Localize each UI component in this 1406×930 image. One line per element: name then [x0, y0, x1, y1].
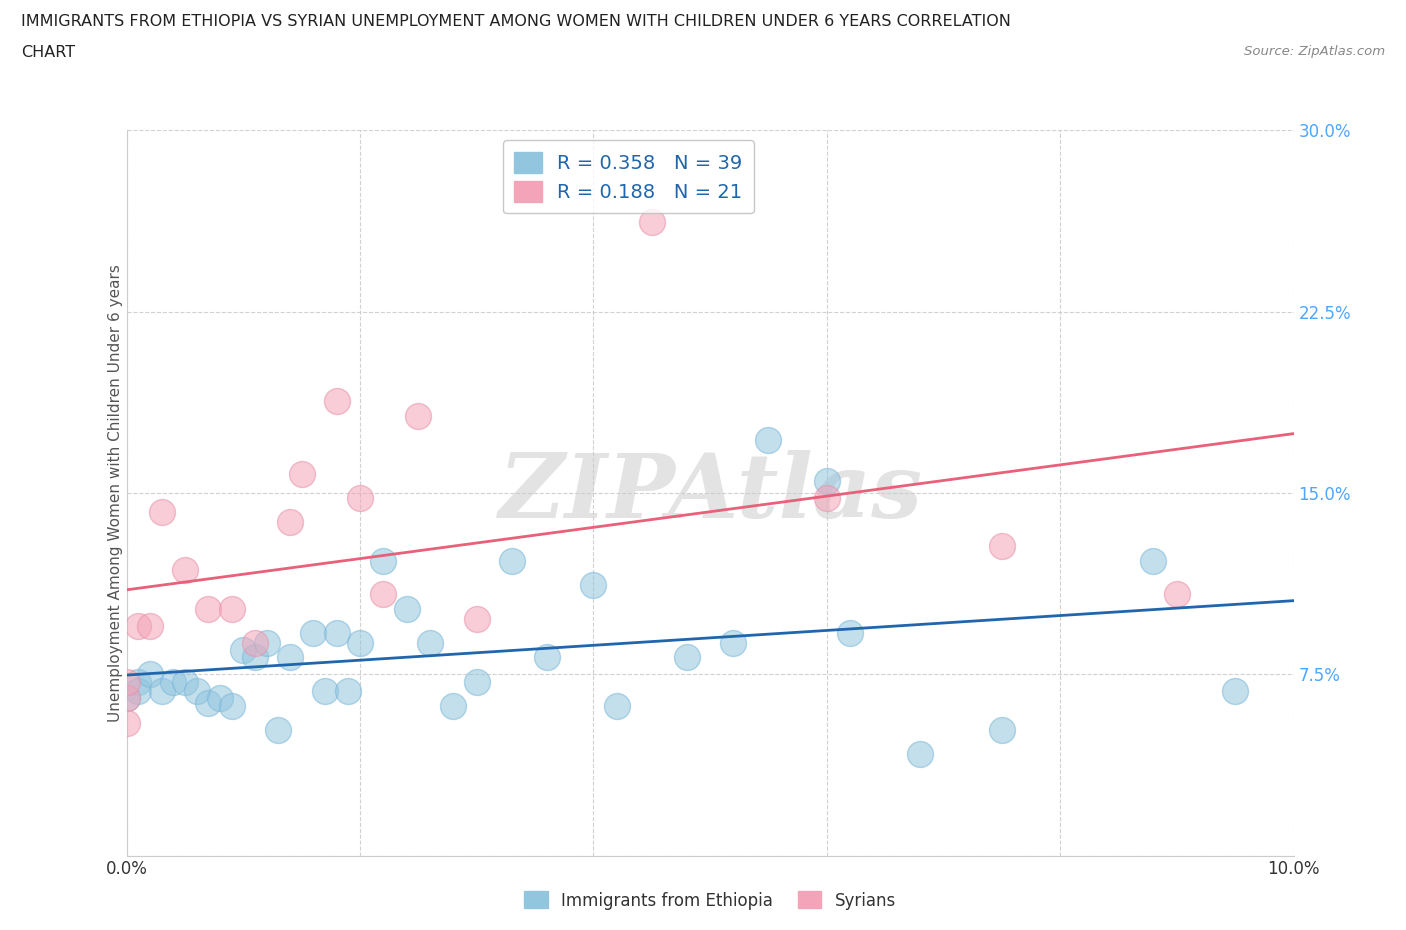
Text: CHART: CHART: [21, 45, 75, 60]
Point: [186, 684, 208, 698]
Point: [419, 635, 441, 650]
Point: [174, 674, 197, 689]
Point: [325, 393, 347, 408]
Point: [441, 698, 464, 713]
Text: ZIPAtlas: ZIPAtlas: [499, 449, 921, 537]
Point: [465, 611, 488, 626]
Point: [208, 691, 231, 706]
Point: [243, 635, 266, 650]
Point: [465, 674, 488, 689]
Point: [501, 553, 523, 568]
Point: [373, 553, 395, 568]
Point: [314, 684, 336, 698]
Point: [127, 684, 149, 698]
Point: [278, 514, 301, 529]
Point: [815, 473, 838, 488]
Point: [723, 635, 745, 650]
Point: [127, 674, 149, 689]
Point: [115, 691, 138, 706]
Point: [908, 747, 931, 762]
Point: [243, 650, 266, 665]
Point: [839, 626, 862, 641]
Point: [127, 618, 149, 633]
Point: [278, 650, 301, 665]
Point: [1142, 553, 1164, 568]
Point: [115, 715, 138, 730]
Text: Source: ZipAtlas.com: Source: ZipAtlas.com: [1244, 45, 1385, 58]
Point: [221, 698, 243, 713]
Text: IMMIGRANTS FROM ETHIOPIA VS SYRIAN UNEMPLOYMENT AMONG WOMEN WITH CHILDREN UNDER : IMMIGRANTS FROM ETHIOPIA VS SYRIAN UNEMP…: [21, 14, 1011, 29]
Point: [139, 667, 162, 682]
Point: [349, 490, 371, 505]
Point: [150, 684, 173, 698]
Point: [115, 691, 138, 706]
Point: [815, 490, 838, 505]
Point: [582, 578, 605, 592]
Point: [221, 602, 243, 617]
Point: [325, 626, 347, 641]
Point: [1166, 587, 1188, 602]
Legend: Immigrants from Ethiopia, Syrians: Immigrants from Ethiopia, Syrians: [517, 884, 903, 916]
Point: [675, 650, 697, 665]
Point: [256, 635, 278, 650]
Point: [990, 538, 1012, 553]
Point: [536, 650, 558, 665]
Point: [640, 215, 664, 230]
Point: [408, 408, 430, 423]
Point: [232, 643, 254, 658]
Point: [606, 698, 628, 713]
Point: [267, 723, 290, 737]
Point: [150, 505, 173, 520]
Point: [197, 602, 219, 617]
Point: [139, 618, 162, 633]
Point: [290, 466, 312, 481]
Point: [1223, 684, 1246, 698]
Point: [990, 723, 1012, 737]
Point: [373, 587, 395, 602]
Point: [302, 626, 325, 641]
Point: [197, 696, 219, 711]
Point: [162, 674, 184, 689]
Y-axis label: Unemployment Among Women with Children Under 6 years: Unemployment Among Women with Children U…: [108, 264, 122, 722]
Point: [174, 563, 197, 578]
Point: [115, 674, 138, 689]
Point: [756, 432, 779, 447]
Point: [395, 602, 418, 617]
Point: [337, 684, 360, 698]
Point: [349, 635, 371, 650]
